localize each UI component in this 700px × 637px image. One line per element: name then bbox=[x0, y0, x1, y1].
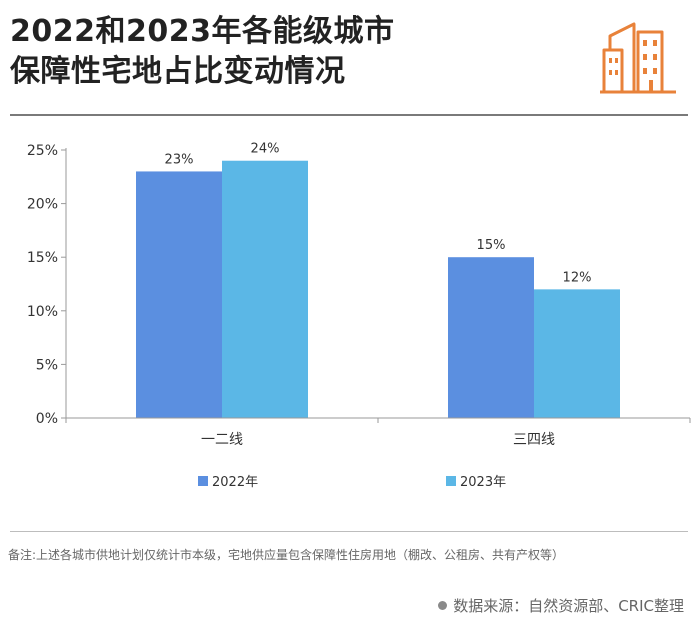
y-tick-label: 0% bbox=[36, 411, 58, 427]
legend-label: 2022年 bbox=[212, 475, 258, 490]
bar-series: 23% 24% 15% 12% bbox=[136, 142, 620, 418]
title-line-2: 保障性宅地占比变动情况 bbox=[10, 54, 346, 89]
x-category-label: 一二线 bbox=[201, 432, 243, 448]
y-tick-label: 10% bbox=[27, 304, 58, 320]
y-tick-label: 15% bbox=[27, 250, 58, 266]
data-label: 12% bbox=[563, 270, 592, 285]
bar bbox=[534, 289, 620, 418]
y-tick-label: 20% bbox=[27, 197, 58, 213]
footer-divider bbox=[10, 531, 688, 532]
page-title: 2022和2023年各能级城市 保障性宅地占比变动情况 bbox=[10, 12, 395, 92]
y-tick-label: 25% bbox=[27, 143, 58, 159]
x-axis: 一二线 三四线 bbox=[65, 417, 691, 448]
y-tick-label: 5% bbox=[36, 357, 58, 373]
data-source: 数据来源：自然资源部、CRIC整理 bbox=[438, 595, 684, 616]
bar-chart: 0% 5% 10% 15% 20% 25% 23% 24% 15% 12% 一二线 三四线 202… bbox=[27, 142, 691, 490]
header-divider bbox=[10, 114, 688, 116]
data-label: 15% bbox=[477, 238, 506, 253]
bar bbox=[136, 171, 222, 418]
footnote: 备注:上述各城市供地计划仅统计市本级，宅地供应量包含保障性住房用地（棚改、公租房… bbox=[8, 548, 565, 562]
data-label: 23% bbox=[165, 152, 194, 167]
title-line-1: 2022和2023年各能级城市 bbox=[10, 14, 395, 49]
legend: 2022年 2023年 bbox=[198, 475, 506, 490]
x-category-label: 三四线 bbox=[513, 432, 555, 448]
legend-swatch bbox=[446, 476, 456, 486]
city-buildings-icon bbox=[600, 22, 676, 94]
data-label: 24% bbox=[251, 142, 280, 157]
bar bbox=[448, 257, 534, 418]
legend-label: 2023年 bbox=[460, 475, 506, 490]
data-source-text: 数据来源：自然资源部、CRIC整理 bbox=[453, 597, 684, 615]
legend-swatch bbox=[198, 476, 208, 486]
y-axis: 0% 5% 10% 15% 20% 25% bbox=[27, 143, 67, 427]
bullet-dot-icon bbox=[438, 601, 448, 610]
bar bbox=[222, 160, 308, 418]
